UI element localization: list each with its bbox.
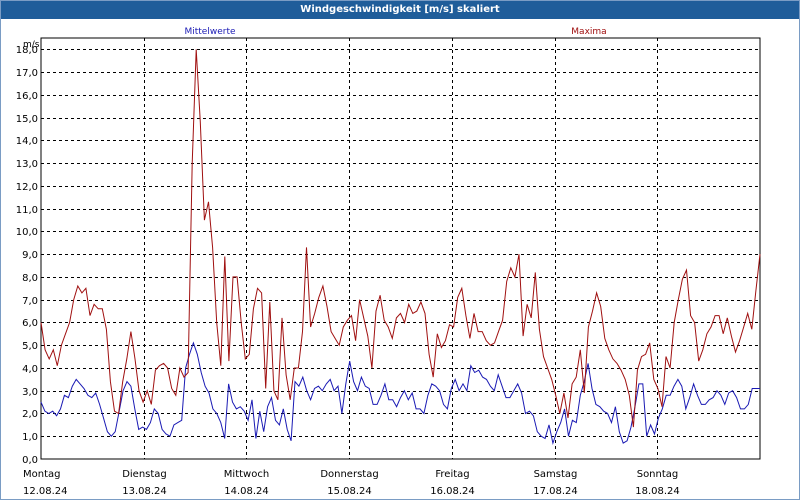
x-tick-date-label: 14.08.24 [224, 486, 269, 497]
x-tick-date-label: 12.08.24 [23, 486, 68, 497]
series-line-maxima [40, 49, 761, 428]
y-tick-label: 17,0 [16, 68, 38, 79]
y-tick-label: 3,0 [22, 387, 38, 398]
x-tick-day-label: Samstag [534, 469, 578, 480]
y-tick-label: 8,0 [22, 273, 38, 284]
x-tick-day-label: Dienstag [122, 469, 167, 480]
x-tick-date-label: 13.08.24 [122, 486, 167, 497]
y-tick-label: 7,0 [22, 296, 38, 307]
y-tick-label: 15,0 [16, 114, 38, 125]
wind-speed-chart: 0,0 1,0 2,0 3,0 4,0 5,0 6,0 7,0 8,0 9,0 10,0 11,0 12… [16, 27, 761, 497]
x-tick-date-label: 17.08.24 [533, 486, 578, 497]
y-tick-label: 5,0 [22, 341, 38, 352]
y-tick-label: 11,0 [16, 205, 38, 216]
y-tick-label: 9,0 [22, 250, 38, 261]
y-tick-label: 10,0 [16, 227, 38, 238]
y-tick-label: 12,0 [16, 182, 38, 193]
y-tick-label: 14,0 [16, 136, 38, 147]
legend-mittelwerte: Mittelwerte [184, 27, 235, 37]
y-tick-label: 4,0 [22, 364, 38, 375]
y-axis-label: m/s [23, 40, 40, 50]
window-title: Windgeschwindigkeit [m/s] skaliert [1, 1, 799, 19]
y-tick-label: 0,0 [22, 455, 38, 466]
y-tick-label: 1,0 [22, 432, 38, 443]
x-tick-day-label: Sonntag [637, 469, 679, 480]
x-tick-day-label: Donnerstag [320, 469, 378, 480]
x-tick-date-label: 18.08.24 [635, 486, 680, 497]
plot-border [40, 37, 761, 460]
y-tick-label: 2,0 [22, 409, 38, 420]
y-tick-label: 16,0 [16, 91, 38, 102]
x-tick-day-label: Montag [23, 469, 60, 480]
legend-maxima: Maxima [571, 27, 606, 37]
x-tick-date-label: 16.08.24 [430, 486, 475, 497]
y-tick-label: 18,0 [16, 45, 38, 56]
y-tick-label: 6,0 [22, 318, 38, 329]
series-line-mittelwerte [40, 341, 760, 445]
x-tick-date-label: 15.08.24 [327, 486, 372, 497]
x-tick-day-label: Freitag [435, 469, 469, 480]
x-tick-day-label: Mittwoch [224, 469, 269, 480]
y-tick-label: 13,0 [16, 159, 38, 170]
